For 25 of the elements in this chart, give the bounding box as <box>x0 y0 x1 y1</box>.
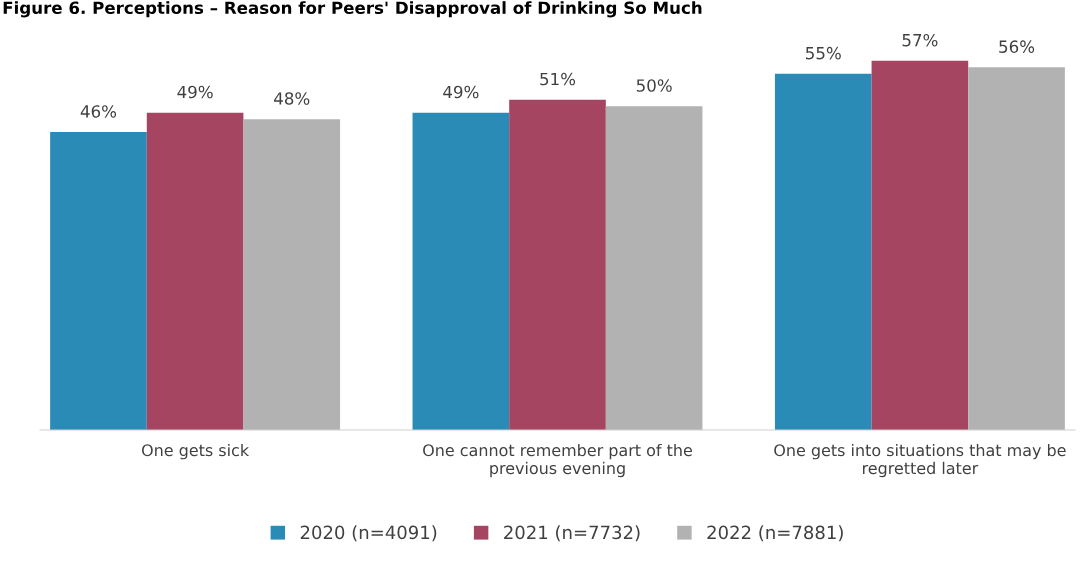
data-label: 56% <box>999 40 1035 53</box>
data-label: 48% <box>274 92 310 105</box>
bar <box>968 67 1065 430</box>
bar <box>605 106 703 430</box>
bar <box>50 132 147 430</box>
x-tick-label: One gets into situations that may be regretted later <box>774 443 1066 478</box>
bar <box>774 73 872 430</box>
legend-label: 2021 (n=7732) <box>504 525 640 542</box>
data-label: 50% <box>636 79 672 92</box>
bar <box>146 112 244 430</box>
data-label: 46% <box>80 105 117 118</box>
legend-label: 2022 (n=7881) <box>707 525 843 542</box>
bar <box>871 60 969 430</box>
legend-label: 2020 (n=4091) <box>300 525 437 542</box>
data-label: 49% <box>177 85 213 99</box>
x-tick-label: One gets sick <box>141 443 250 460</box>
data-label: 51% <box>540 72 576 86</box>
bar <box>509 99 606 430</box>
data-label: 55% <box>806 46 841 60</box>
x-tick-label: One cannot remember part of the previous evening <box>423 443 692 478</box>
data-label: 57% <box>902 33 938 47</box>
data-label: 49% <box>443 85 479 99</box>
bar <box>412 112 510 430</box>
chart-title: Figure 6. Perceptions – Reason for Peers' Disapproval of Drinking So Much <box>3 1 702 18</box>
bar <box>243 119 341 430</box>
